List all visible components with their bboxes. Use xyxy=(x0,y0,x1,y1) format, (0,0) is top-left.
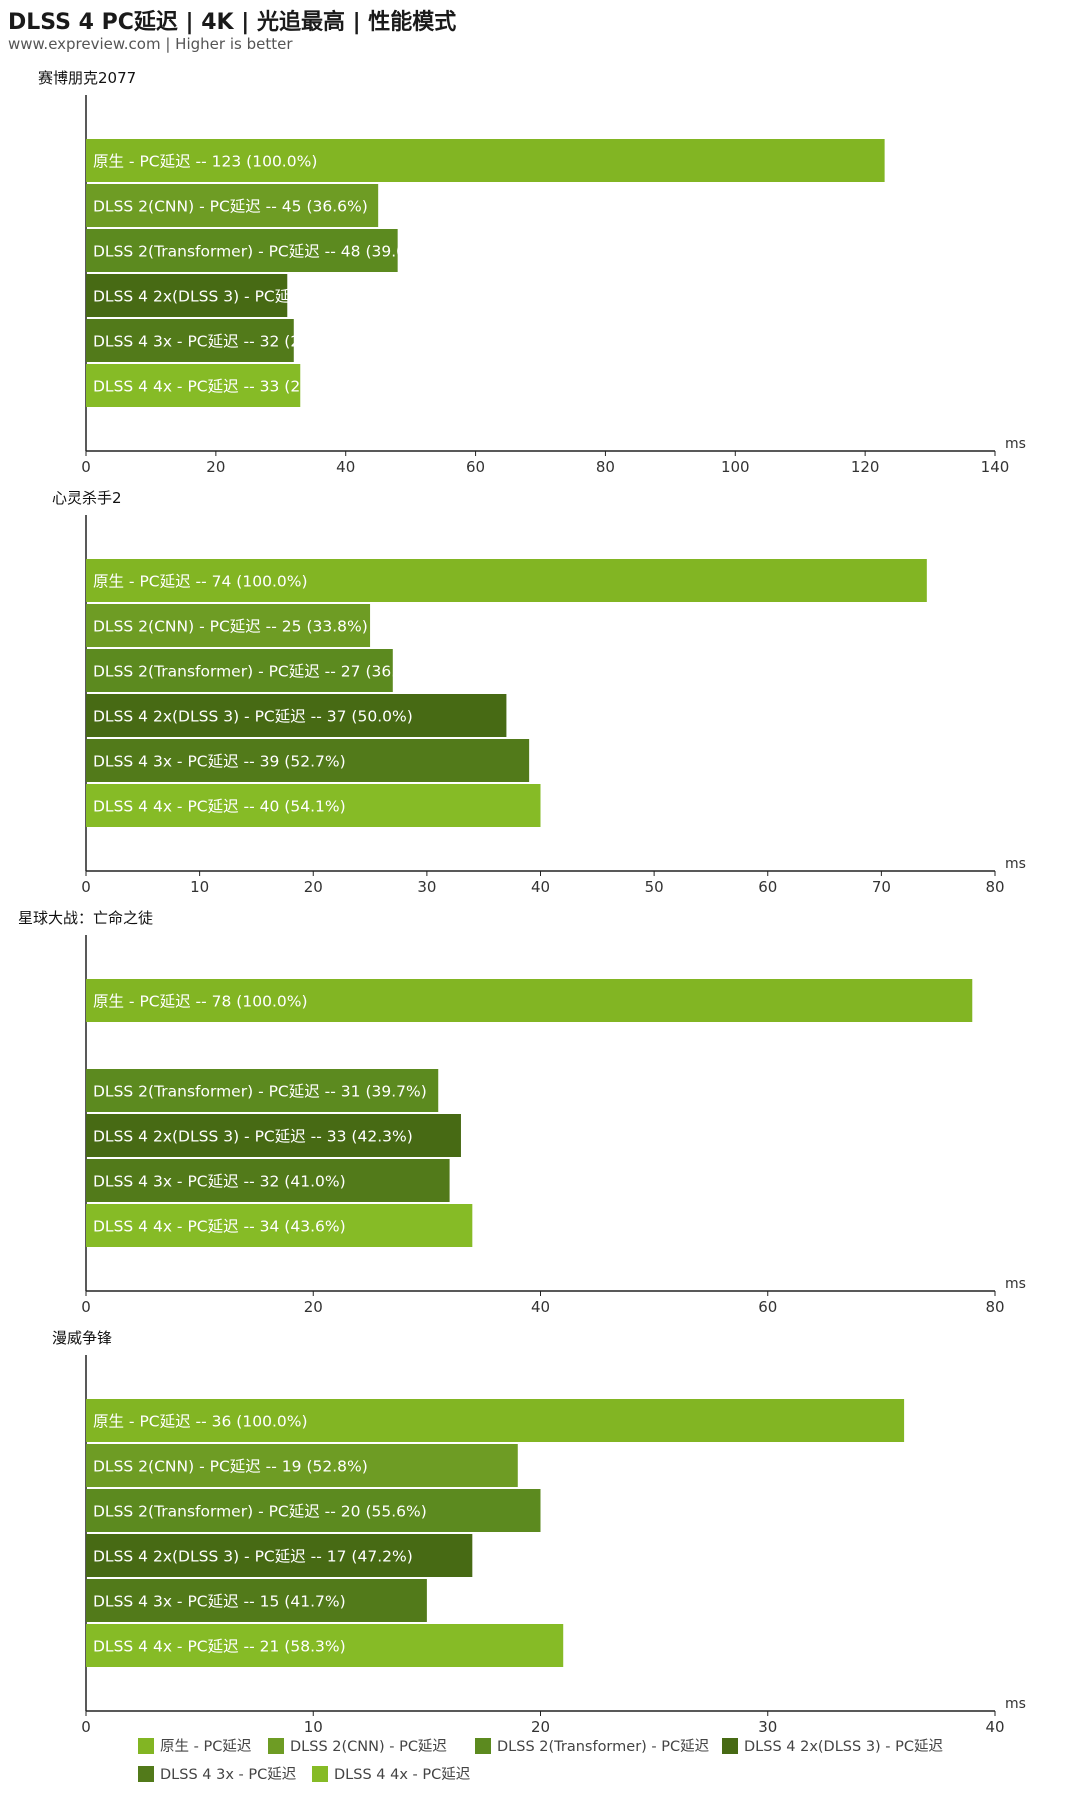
bar xyxy=(86,1399,905,1442)
legend-swatch xyxy=(138,1766,154,1782)
x-tick-label: 140 xyxy=(981,458,1010,476)
bar xyxy=(86,784,541,827)
x-tick-label: 30 xyxy=(417,878,436,896)
chart-title: DLSS 4 PC延迟 | 4K | 光追最高 | 性能模式 xyxy=(8,10,457,35)
bar xyxy=(86,139,885,182)
x-tick-label: 0 xyxy=(81,458,91,476)
bar-data-label: DLSS 4 3x - PC延迟 -- 39 (52.7%) xyxy=(93,753,346,771)
bar xyxy=(86,649,393,692)
bar xyxy=(86,319,294,362)
bar xyxy=(86,1114,461,1157)
legend-swatch xyxy=(475,1738,491,1754)
x-tick-label: 60 xyxy=(758,1298,777,1316)
bar-data-label: DLSS 4 4x - PC延迟 -- 40 (54.1%) xyxy=(93,798,346,816)
x-unit-label: ms xyxy=(1005,856,1026,872)
bar-data-label: DLSS 4 2x(DLSS 3) - PC延迟 -- 37 (50.0%) xyxy=(93,708,413,726)
x-tick-label: 40 xyxy=(336,458,355,476)
bar-data-label: 原生 - PC延迟 -- 78 (100.0%) xyxy=(93,993,308,1011)
bar xyxy=(86,1444,518,1487)
bar xyxy=(86,1489,541,1532)
bar xyxy=(86,274,288,317)
legend-swatch xyxy=(268,1738,284,1754)
x-tick-label: 50 xyxy=(645,878,664,896)
x-tick-label: 0 xyxy=(81,1718,91,1736)
x-tick-label: 10 xyxy=(190,878,209,896)
legend-swatch xyxy=(138,1738,154,1754)
x-unit-label: ms xyxy=(1005,1696,1026,1712)
bar xyxy=(86,1624,564,1667)
x-tick-label: 10 xyxy=(304,1718,323,1736)
bar xyxy=(86,229,398,272)
bar-data-label: DLSS 4 3x - PC延迟 -- 15 (41.7%) xyxy=(93,1593,346,1611)
bar-data-label: 原生 - PC延迟 -- 36 (100.0%) xyxy=(93,1413,308,1431)
bar-data-label: DLSS 4 4x - PC延迟 -- 34 (43.6%) xyxy=(93,1218,346,1236)
x-tick-label: 30 xyxy=(758,1718,777,1736)
x-tick-label: 60 xyxy=(466,458,485,476)
bar xyxy=(86,694,507,737)
bar-data-label: DLSS 4 3x - PC延迟 -- 32 (41.0%) xyxy=(93,1173,346,1191)
x-tick-label: 80 xyxy=(596,458,615,476)
x-tick-label: 0 xyxy=(81,1298,91,1316)
bar xyxy=(86,559,927,602)
bar-data-label: DLSS 2(Transformer) - PC延迟 -- 27 (36.5%) xyxy=(93,663,427,681)
x-tick-label: 70 xyxy=(872,878,891,896)
bar-data-label: DLSS 4 3x - PC延迟 -- 32 (26.0%) xyxy=(93,333,346,351)
bar-data-label: DLSS 2(Transformer) - PC延迟 -- 31 (39.7%) xyxy=(93,1083,427,1101)
bar-data-label: DLSS 4 4x - PC延迟 -- 21 (58.3%) xyxy=(93,1638,346,1656)
bar xyxy=(86,1204,473,1247)
bar-data-label: DLSS 2(CNN) - PC延迟 -- 19 (52.8%) xyxy=(93,1458,368,1476)
chart-subtitle: www.expreview.com | Higher is better xyxy=(8,35,293,53)
x-tick-label: 20 xyxy=(304,878,323,896)
bar xyxy=(86,364,301,407)
x-tick-label: 0 xyxy=(81,878,91,896)
legend-label: DLSS 2(CNN) - PC延迟 xyxy=(290,1738,447,1755)
x-tick-label: 80 xyxy=(985,878,1004,896)
bar xyxy=(86,1579,427,1622)
bar xyxy=(86,184,379,227)
bar-data-label: DLSS 4 2x(DLSS 3) - PC延迟 -- 33 (42.3%) xyxy=(93,1128,413,1146)
bar-data-label: DLSS 4 2x(DLSS 3) - PC延迟 -- 17 (47.2%) xyxy=(93,1548,413,1566)
bar xyxy=(86,604,371,647)
bar-data-label: 原生 - PC延迟 -- 123 (100.0%) xyxy=(93,153,317,171)
legend-label: 原生 - PC延迟 xyxy=(160,1738,251,1755)
bar xyxy=(86,739,530,782)
legend-label: DLSS 4 4x - PC延迟 xyxy=(334,1766,470,1783)
legend-swatch xyxy=(722,1738,738,1754)
panel-title: 赛博朋克2077 xyxy=(38,69,136,87)
bar-data-label: DLSS 4 2x(DLSS 3) - PC延迟 -- 31 (25.2%) xyxy=(93,288,413,306)
bar xyxy=(86,1069,439,1112)
x-tick-label: 20 xyxy=(206,458,225,476)
x-tick-label: 80 xyxy=(985,1298,1004,1316)
x-tick-label: 100 xyxy=(721,458,750,476)
bar-data-label: DLSS 2(CNN) - PC延迟 -- 25 (33.8%) xyxy=(93,618,368,636)
panel-title: 心灵杀手2 xyxy=(52,489,122,507)
x-tick-label: 20 xyxy=(304,1298,323,1316)
x-unit-label: ms xyxy=(1005,436,1026,452)
legend-swatch xyxy=(312,1766,328,1782)
legend-label: DLSS 4 2x(DLSS 3) - PC延迟 xyxy=(744,1738,943,1755)
x-tick-label: 40 xyxy=(985,1718,1004,1736)
x-tick-label: 20 xyxy=(531,1718,550,1736)
bar xyxy=(86,979,973,1022)
panel-title: 星球大战：亡命之徒 xyxy=(18,909,153,927)
bar-data-label: DLSS 2(Transformer) - PC延迟 -- 48 (39.0%) xyxy=(93,243,427,261)
bar-data-label: 原生 - PC延迟 -- 74 (100.0%) xyxy=(93,573,308,591)
legend-label: DLSS 2(Transformer) - PC延迟 xyxy=(497,1738,709,1755)
x-tick-label: 120 xyxy=(851,458,880,476)
bar-data-label: DLSS 4 4x - PC延迟 -- 33 (26.8%) xyxy=(93,378,346,396)
x-unit-label: ms xyxy=(1005,1276,1026,1292)
bar xyxy=(86,1159,450,1202)
bar-data-label: DLSS 2(CNN) - PC延迟 -- 45 (36.6%) xyxy=(93,198,368,216)
bar-data-label: DLSS 2(Transformer) - PC延迟 -- 20 (55.6%) xyxy=(93,1503,427,1521)
x-tick-label: 60 xyxy=(758,878,777,896)
panel-title: 漫威争锋 xyxy=(52,1329,112,1347)
x-tick-label: 40 xyxy=(531,1298,550,1316)
bar xyxy=(86,1534,473,1577)
x-tick-label: 40 xyxy=(531,878,550,896)
legend-label: DLSS 4 3x - PC延迟 xyxy=(160,1766,296,1783)
